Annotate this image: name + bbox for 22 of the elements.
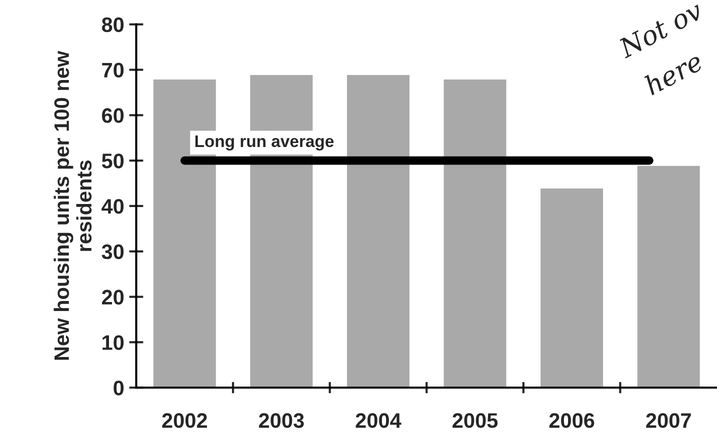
y-tick-label: 50 [102,154,124,168]
x-tick-label: 2006 [549,413,594,428]
y-tick-label: 40 [102,198,124,214]
x-tick-label: 2002 [162,413,207,428]
y-tick-label: 70 [102,62,124,78]
bar [636,164,702,388]
annotation: here [642,50,704,96]
x-tick-label: 2003 [258,413,304,428]
bar [539,187,604,388]
y-axis-title: New housing units per 100 new residents [54,50,92,360]
x-tick-label: 2007 [646,413,691,428]
ref-line-label: Long run average [195,136,334,150]
bar [442,78,508,388]
y-tick-label: 20 [102,290,124,305]
y-tick-label: 60 [102,108,124,123]
bar [346,74,411,388]
y-tick-label: 80 [102,17,124,32]
x-tick-label: 2004 [356,413,402,428]
y-tick-label: 0 [114,380,124,396]
x-tick-label: 2005 [452,413,498,428]
y-tick-label: 30 [102,244,124,260]
y-tick-label: 10 [102,335,124,350]
